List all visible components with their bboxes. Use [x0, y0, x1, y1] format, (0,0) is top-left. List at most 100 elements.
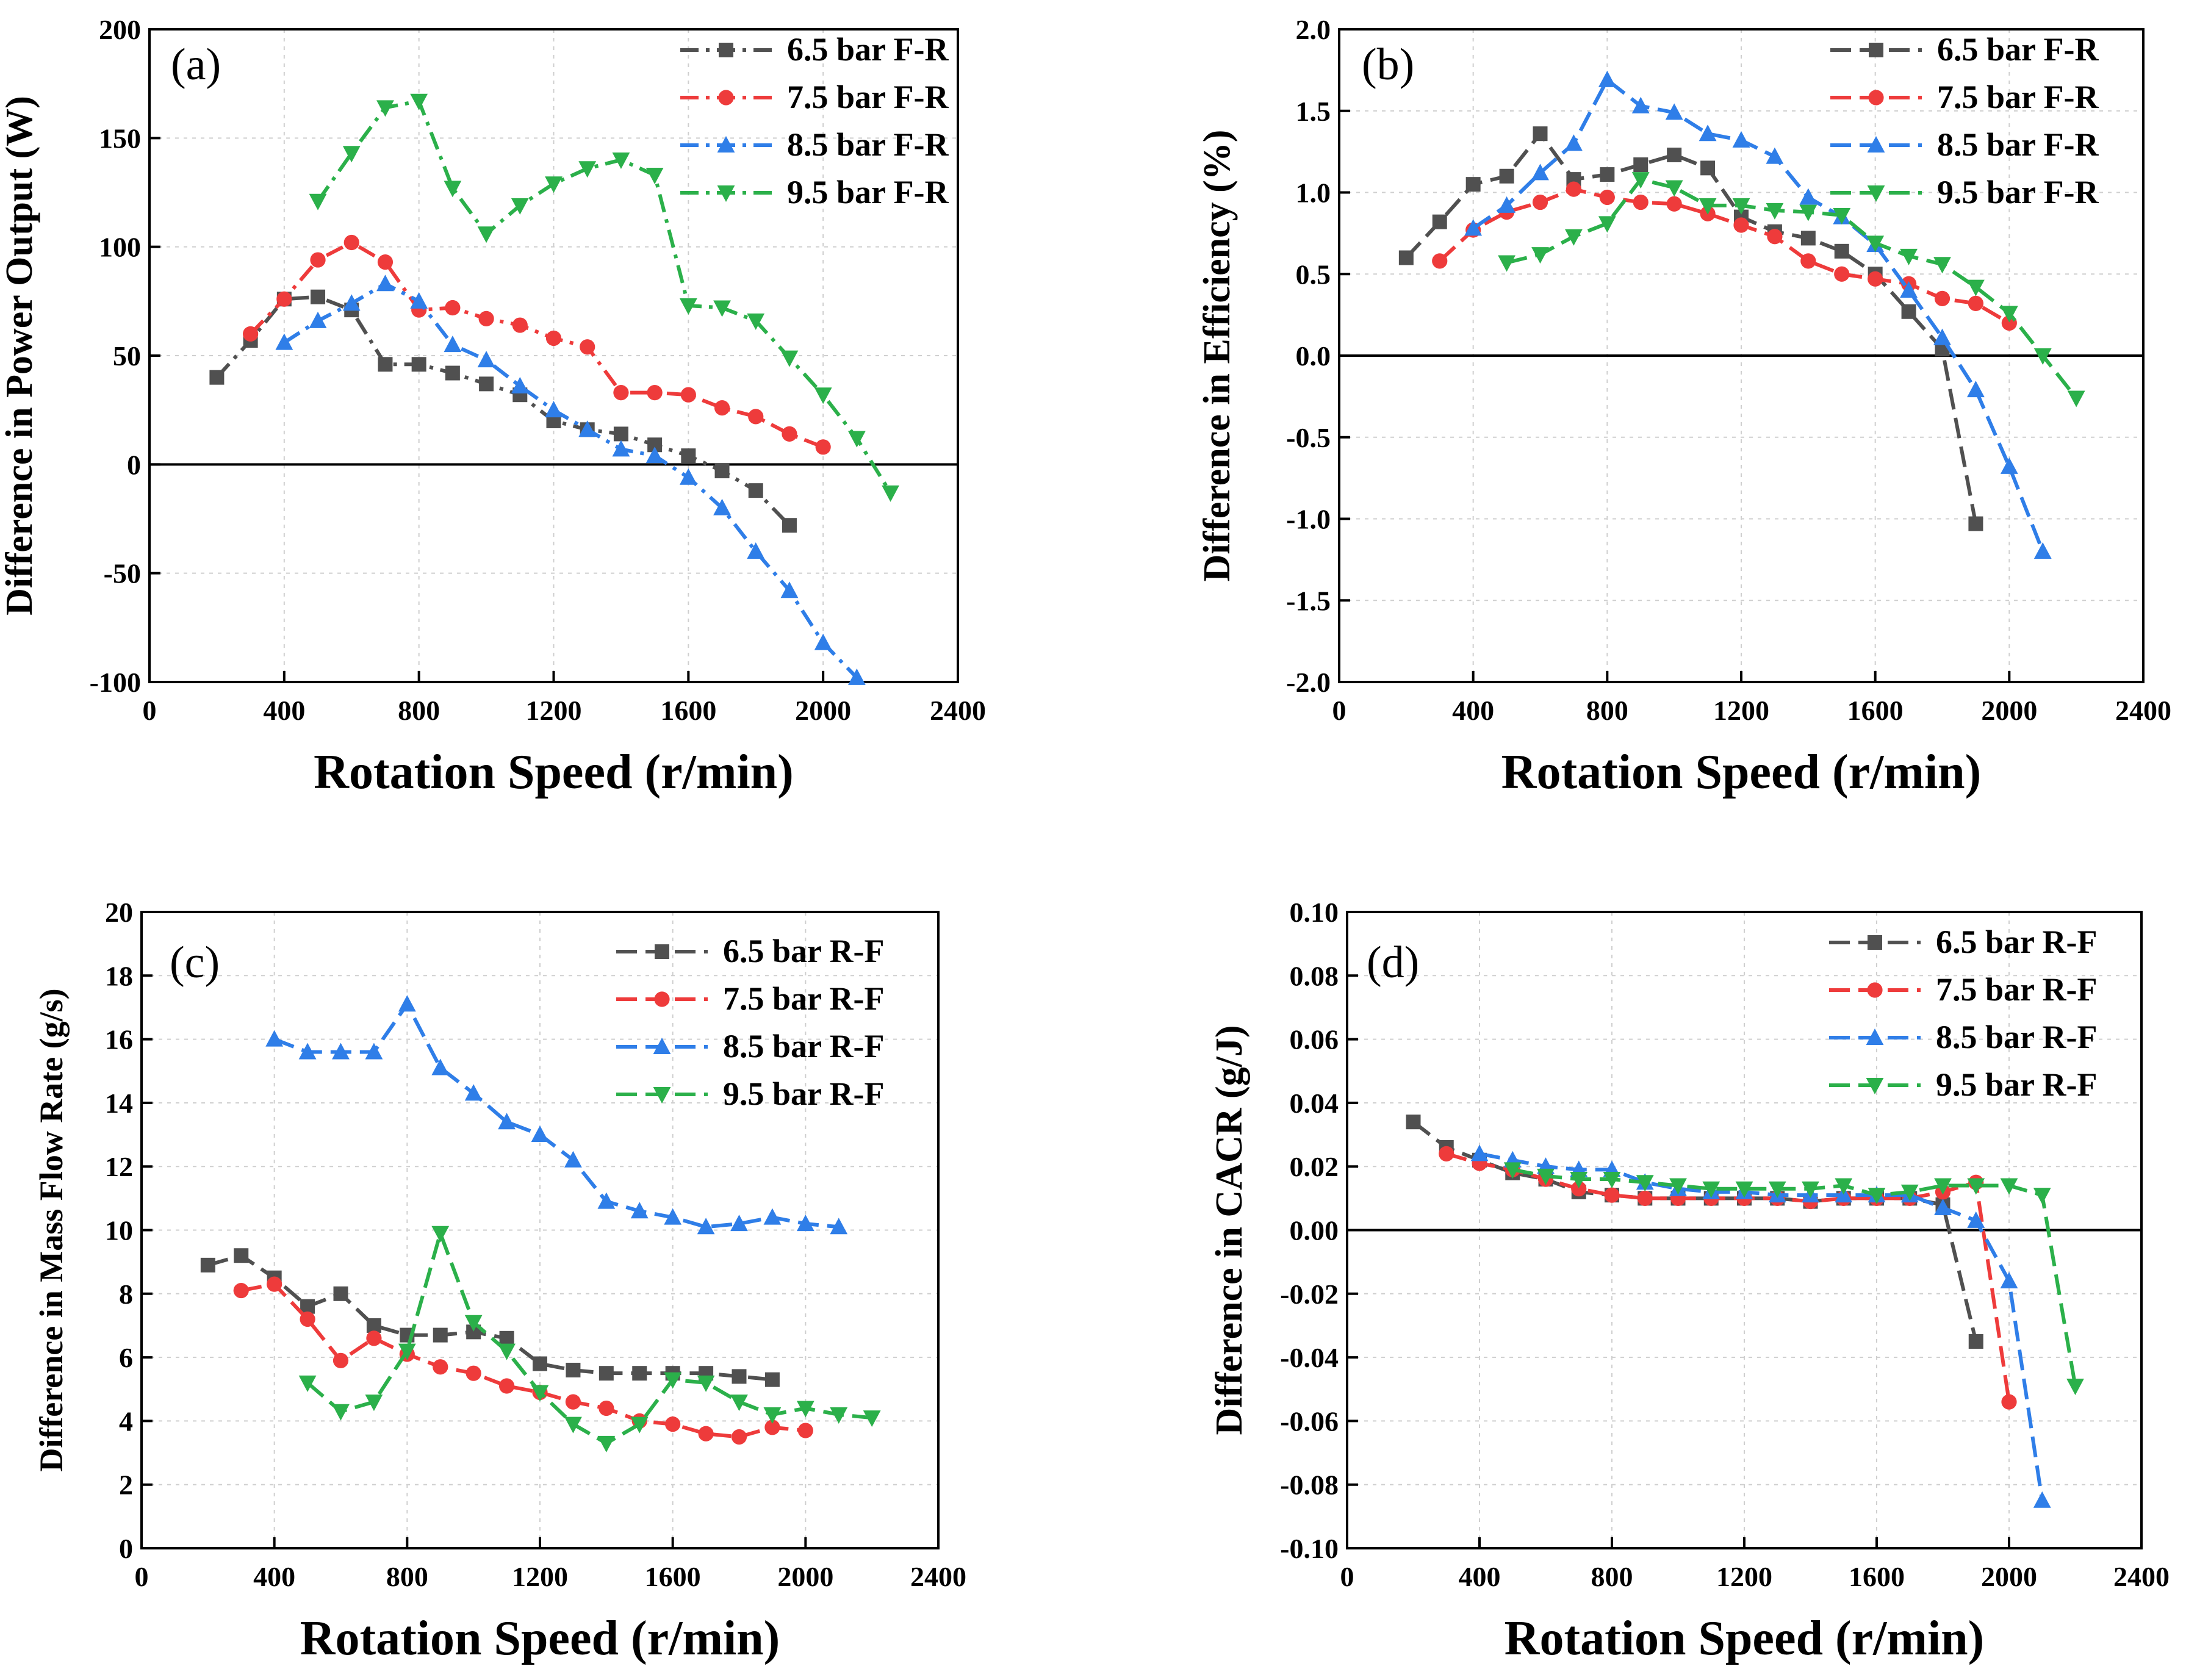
data-point: [1967, 1178, 1985, 1195]
y-tick-label: 2.0: [1296, 14, 1331, 45]
y-tick-label: -0.02: [1280, 1279, 1339, 1310]
data-point: [2000, 457, 2018, 474]
data-point: [332, 1043, 350, 1060]
data-point: [1768, 1181, 1786, 1198]
data-point: [612, 440, 630, 457]
data-point: [377, 254, 394, 270]
data-point: [597, 1192, 616, 1209]
data-point: [209, 370, 225, 385]
y-tick-label: -0.04: [1280, 1342, 1339, 1373]
y-axis-title: Difference in Power Output (W): [0, 96, 40, 616]
y-axis-title: Difference in Mass Flow Rate (g/s): [33, 988, 70, 1471]
y-tick-label: 0.06: [1290, 1024, 1339, 1055]
data-point: [1532, 194, 1548, 210]
legend-marker: [717, 136, 735, 153]
data-point: [1498, 196, 1515, 213]
data-point: [1833, 207, 1851, 224]
y-tick-label: 0.00: [1290, 1215, 1339, 1246]
y-tick-label: 100: [99, 232, 141, 263]
data-point: [1667, 147, 1682, 162]
data-point: [444, 336, 462, 353]
legend-marker: [1866, 1028, 1884, 1045]
data-point: [531, 1125, 549, 1143]
data-point: [1566, 181, 1582, 197]
data-point: [1699, 124, 1717, 142]
data-point: [309, 311, 327, 328]
data-point: [1503, 1162, 1522, 1179]
y-tick-label: 2: [119, 1470, 133, 1501]
data-point: [533, 1356, 547, 1371]
data-point: [796, 1215, 814, 1232]
legend-marker: [717, 185, 735, 202]
data-point: [578, 161, 597, 178]
data-point: [366, 1318, 381, 1333]
data-point: [847, 431, 866, 448]
data-point: [342, 146, 361, 163]
x-tick-label: 2400: [930, 695, 986, 726]
data-point: [267, 1276, 282, 1292]
y-tick-label: 20: [105, 897, 133, 928]
data-point: [830, 1218, 848, 1235]
legend-label: 6.5 bar R-F: [1936, 924, 2098, 960]
data-point: [1603, 1172, 1621, 1189]
data-point: [1834, 243, 1849, 259]
y-tick-label: 0: [119, 1533, 133, 1564]
series-2: [1432, 181, 2017, 331]
y-axis-title: Difference in Efficiency (%): [1196, 130, 1238, 582]
data-point: [763, 1407, 782, 1424]
data-point: [713, 498, 731, 515]
data-point: [645, 167, 664, 184]
data-point: [464, 1084, 483, 1101]
data-point: [630, 1416, 649, 1434]
x-tick-label: 1600: [645, 1561, 701, 1592]
data-point: [511, 198, 529, 215]
legend-marker: [654, 991, 670, 1007]
data-point: [545, 401, 563, 418]
data-point: [2033, 542, 2052, 559]
data-point: [378, 357, 393, 372]
data-point: [564, 1151, 582, 1168]
data-point: [863, 1410, 881, 1427]
y-tick-label: 0.0: [1296, 340, 1331, 372]
series-1: [209, 289, 797, 533]
legend-marker: [719, 43, 733, 57]
series-2: [1439, 1146, 2017, 1410]
legend-marker: [1868, 935, 1882, 950]
y-tick-label: -0.5: [1286, 422, 1331, 453]
x-tick-label: 0: [135, 1561, 149, 1592]
data-point: [1967, 1211, 1985, 1228]
data-point: [2033, 1491, 2051, 1508]
y-tick-label: 8: [119, 1279, 133, 1310]
x-tick-label: 400: [1452, 695, 1494, 726]
legend-marker: [1866, 1078, 1884, 1094]
legend-label: 7.5 bar R-F: [723, 980, 885, 1017]
data-point: [1498, 255, 1515, 272]
data-point: [298, 1043, 317, 1060]
data-point: [566, 1362, 581, 1377]
data-point: [342, 294, 361, 311]
data-point: [433, 1327, 448, 1343]
data-point: [1571, 1181, 1587, 1197]
data-point: [764, 1372, 780, 1387]
data-point: [597, 1435, 616, 1452]
data-point: [882, 485, 899, 502]
series-3: [265, 995, 848, 1235]
data-point: [578, 420, 597, 437]
data-point: [1799, 204, 1817, 221]
x-tick-label: 1200: [1716, 1561, 1772, 1592]
legend-marker: [653, 1038, 671, 1054]
panel-a: 0 400 800 1200 1600 2000 2400 -100 -50 0 50 100 150 2…: [0, 14, 986, 799]
data-point: [445, 365, 460, 381]
data-point: [697, 1375, 715, 1392]
legend-label: 9.5 bar R-F: [723, 1075, 885, 1112]
data-point: [464, 1315, 483, 1332]
data-point: [1439, 1146, 1454, 1161]
data-point: [233, 1282, 249, 1299]
data-point: [763, 1208, 782, 1225]
legend-marker: [1867, 136, 1885, 153]
data-point: [697, 1218, 715, 1235]
series-line: [1479, 1152, 2044, 1501]
legend: 6.5 bar F-R 7.5 bar F-R 8.5 bar F-R 9.5 bar…: [680, 31, 949, 210]
legend-marker: [1869, 43, 1883, 57]
data-point: [545, 176, 563, 193]
